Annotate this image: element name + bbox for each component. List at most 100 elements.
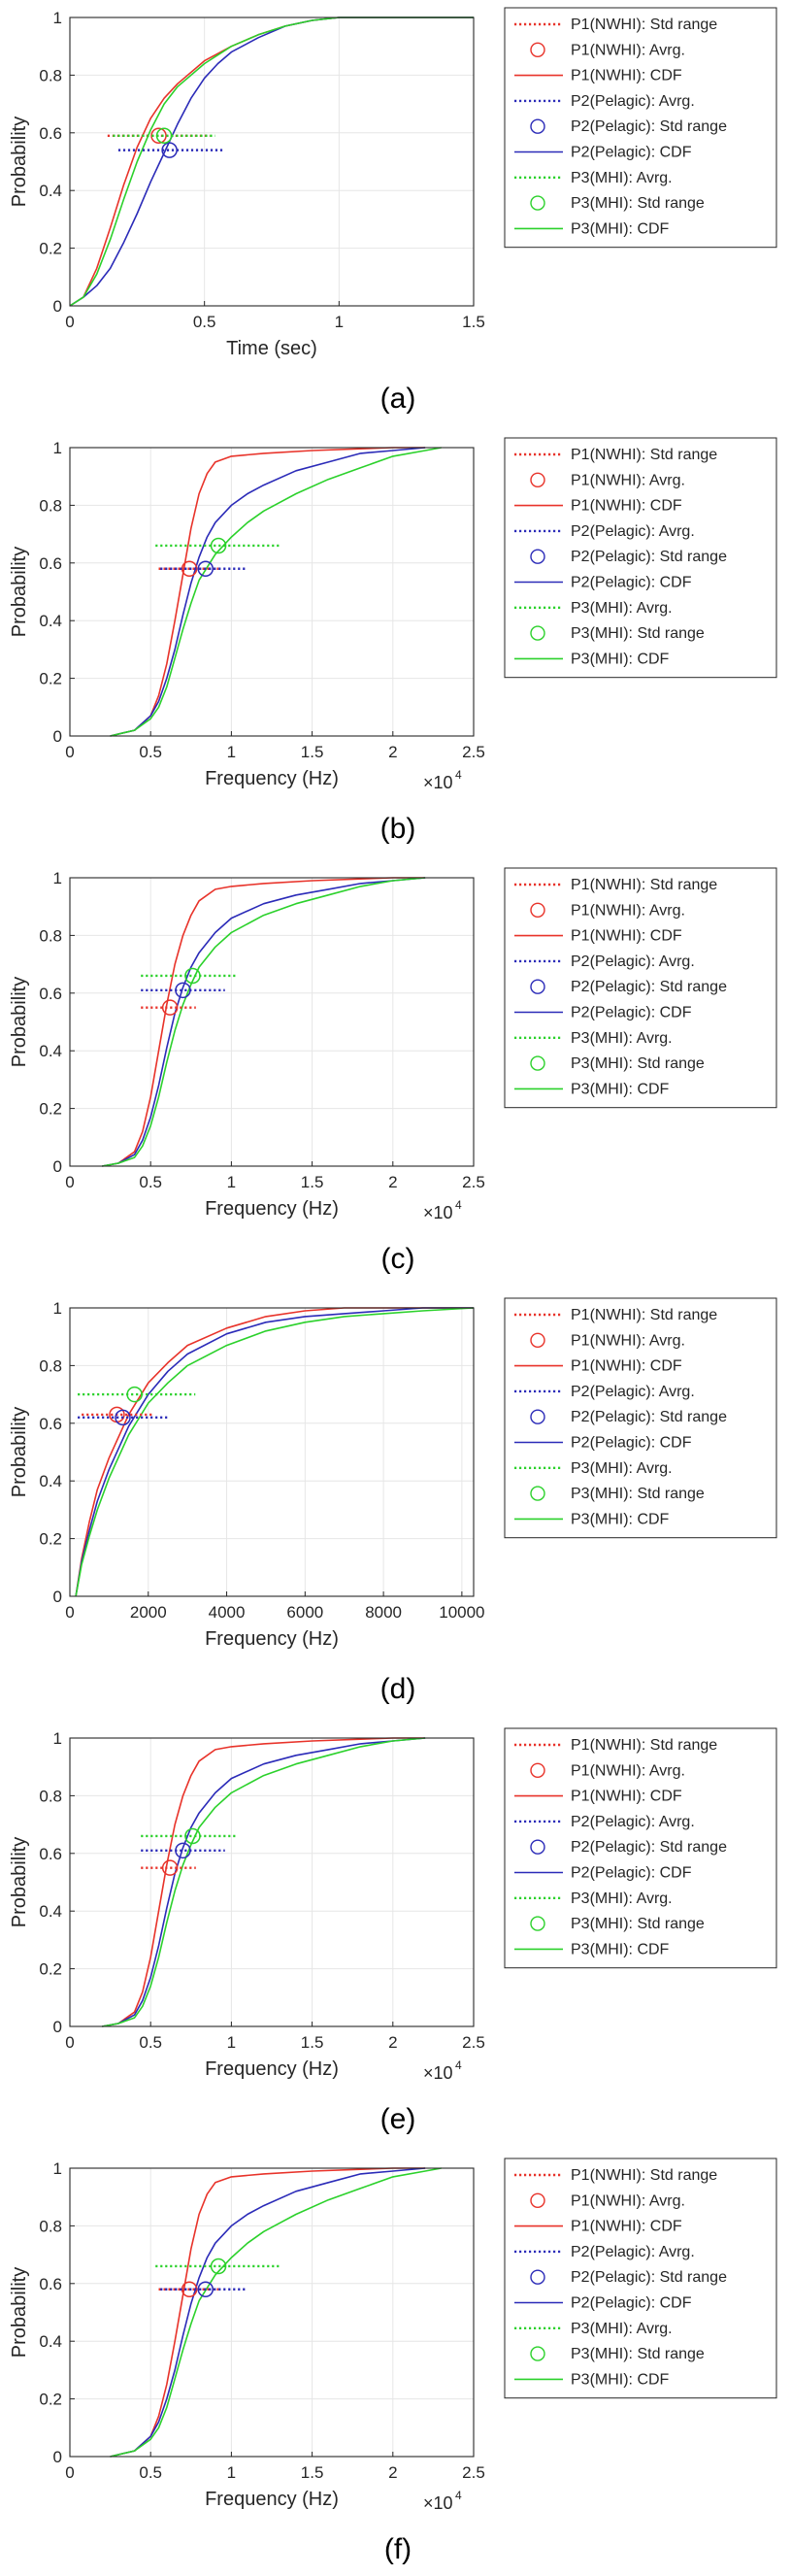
- legend-symbol-circle: [530, 2269, 545, 2285]
- x-tick-label: 2: [388, 2033, 397, 2052]
- y-tick-label: 0.6: [39, 1415, 62, 1433]
- legend-box: [504, 2158, 777, 2399]
- legend-entry: P1(NWHI): Std range: [571, 1737, 717, 1754]
- legend-entry: P1(NWHI): CDF: [571, 1358, 682, 1375]
- x-tick-label: 0.5: [139, 2463, 162, 2482]
- legend-entry: P1(NWHI): CDF: [571, 498, 682, 515]
- avg-marker-p3: [210, 2258, 227, 2275]
- legend-entry: P3(MHI): CDF: [571, 1941, 670, 1957]
- legend-entry: P2(Pelagic): CDF: [571, 145, 692, 161]
- cdf-line-p3: [69, 17, 474, 307]
- avg-marker-p2: [175, 982, 191, 999]
- cdf-line-p2: [102, 1737, 426, 2027]
- avg-marker-p3: [184, 967, 201, 985]
- x-tick-label: 8000: [365, 1603, 402, 1622]
- legend-symbol-circle: [530, 2346, 545, 2361]
- plot-area: [70, 878, 474, 1166]
- x-tick-label: 0.5: [139, 2033, 162, 2052]
- x-tick-label: 2: [388, 1173, 397, 1191]
- y-tick-label: 0.4: [39, 182, 62, 200]
- plot-area: [70, 1738, 474, 2026]
- x-exponent-base: ×10: [423, 1203, 453, 1222]
- legend-symbol-circle: [530, 1409, 545, 1424]
- legend-symbol-circle: [530, 625, 545, 641]
- chart-panel-d: 0 2000 4000 6000 8000 10000 0 0.2 0.4 0.6 0.8 1 Freq…: [9, 1297, 777, 1705]
- x-tick-label: 0.5: [139, 1173, 162, 1191]
- x-tick-label: 2.5: [462, 2033, 485, 2052]
- y-tick-label: 0.4: [39, 2332, 62, 2351]
- legend-entry: P3(MHI): Avrg.: [571, 2321, 673, 2337]
- x-exponent-power: 4: [455, 2489, 462, 2502]
- legend-entry: P1(NWHI): Avrg.: [571, 1762, 685, 1779]
- avg-marker-p1: [150, 127, 167, 145]
- chart-panel-f: 0 0.5 1 1.5 2 2.5 0 0.2 0.4 0.6 0.8 1 Frequency (Hz)…: [9, 2158, 777, 2565]
- legend-entry: P3(MHI): CDF: [571, 2371, 670, 2388]
- legend-entry: P3(MHI): CDF: [571, 1511, 670, 1527]
- cdf-line-p1: [102, 877, 426, 1167]
- legend: P1(NWHI): Std range P1(NWHI): Avrg. P1(NWH…: [504, 2158, 777, 2399]
- legend-entry: P1(NWHI): Std range: [571, 17, 717, 33]
- y-tick-label: 0.6: [39, 554, 62, 573]
- cdf-line-p2: [110, 447, 426, 737]
- y-tick-label: 0.4: [39, 1902, 62, 1921]
- legend-entry: P1(NWHI): Std range: [571, 1307, 717, 1323]
- x-tick-label: 2000: [130, 1603, 167, 1622]
- panel-label: (d): [380, 1673, 416, 1705]
- avg-marker-p3: [210, 537, 227, 554]
- cdf-line-p1: [102, 1737, 426, 2027]
- legend-entry: P3(MHI): Std range: [571, 2346, 705, 2362]
- x-tick-label: 0: [65, 2463, 74, 2482]
- plot-area: [70, 17, 474, 306]
- y-axis-label: Probability: [9, 1407, 30, 1497]
- legend-entry: P1(NWHI): CDF: [571, 928, 682, 945]
- x-tick-label: 1: [335, 313, 344, 331]
- legend-entry: P2(Pelagic): Avrg.: [571, 1814, 695, 1830]
- legend-entry: P2(Pelagic): Std range: [571, 1839, 727, 1856]
- legend-entry: P2(Pelagic): Std range: [571, 979, 727, 995]
- legend-entry: P2(Pelagic): Avrg.: [571, 1384, 695, 1400]
- legend-symbol-circle: [530, 549, 545, 564]
- x-axis-label: Time (sec): [226, 338, 317, 359]
- x-exponent-base: ×10: [423, 773, 453, 792]
- legend-entry: P1(NWHI): Avrg.: [571, 472, 685, 488]
- y-tick-label: 0.6: [39, 1845, 62, 1863]
- plot-area: [70, 2168, 474, 2457]
- legend-symbol-circle: [530, 195, 545, 211]
- avg-marker-p2: [197, 2281, 214, 2297]
- cdf-line-p2: [75, 1307, 474, 1597]
- x-tick-label: 0: [65, 743, 74, 761]
- y-tick-label: 0.2: [39, 1100, 62, 1119]
- axes-box: [69, 447, 475, 737]
- legend-symbol-circle: [530, 1762, 545, 1779]
- legend-entry: P2(Pelagic): Std range: [571, 549, 727, 565]
- legend-box: [504, 437, 777, 679]
- legend-symbol-circle: [530, 42, 545, 57]
- x-exponent-base: ×10: [423, 2493, 453, 2513]
- y-tick-label: 0.2: [39, 1530, 62, 1549]
- cdf-line-p2: [110, 2167, 426, 2458]
- legend: P1(NWHI): Std range P1(NWHI): Avrg. P1(NWH…: [504, 7, 777, 249]
- x-tick-label: 1.5: [462, 313, 485, 331]
- y-tick-label: 0: [53, 727, 62, 746]
- avg-marker-p2: [161, 142, 178, 158]
- y-tick-label: 0.4: [39, 612, 62, 630]
- x-tick-label: 0.5: [139, 743, 162, 761]
- legend-entry: P1(NWHI): Std range: [571, 447, 717, 463]
- legend-entry: P3(MHI): Avrg.: [571, 170, 673, 186]
- cdf-line-p3: [110, 2167, 442, 2458]
- legend-symbol-circle: [530, 902, 545, 918]
- avg-marker-p2: [115, 1409, 131, 1426]
- y-tick-label: 1: [53, 1299, 62, 1318]
- legend-box: [504, 1727, 777, 1969]
- x-tick-label: 2: [388, 743, 397, 761]
- legend-entry: P3(MHI): Avrg.: [571, 1890, 673, 1907]
- y-axis-label: Probability: [9, 1837, 30, 1927]
- axes-box: [69, 1737, 475, 2027]
- panel-label: (c): [381, 1243, 415, 1275]
- y-tick-label: 0.8: [39, 1787, 62, 1805]
- legend-symbol-circle: [530, 1839, 545, 1855]
- cdf-line-p1: [75, 1307, 474, 1597]
- x-tick-label: 1.5: [301, 2463, 324, 2482]
- panel-label: (e): [380, 2103, 416, 2135]
- chart-panel-c: 0 0.5 1 1.5 2 2.5 0 0.2 0.4 0.6 0.8 1 Frequency (Hz)…: [9, 867, 777, 1275]
